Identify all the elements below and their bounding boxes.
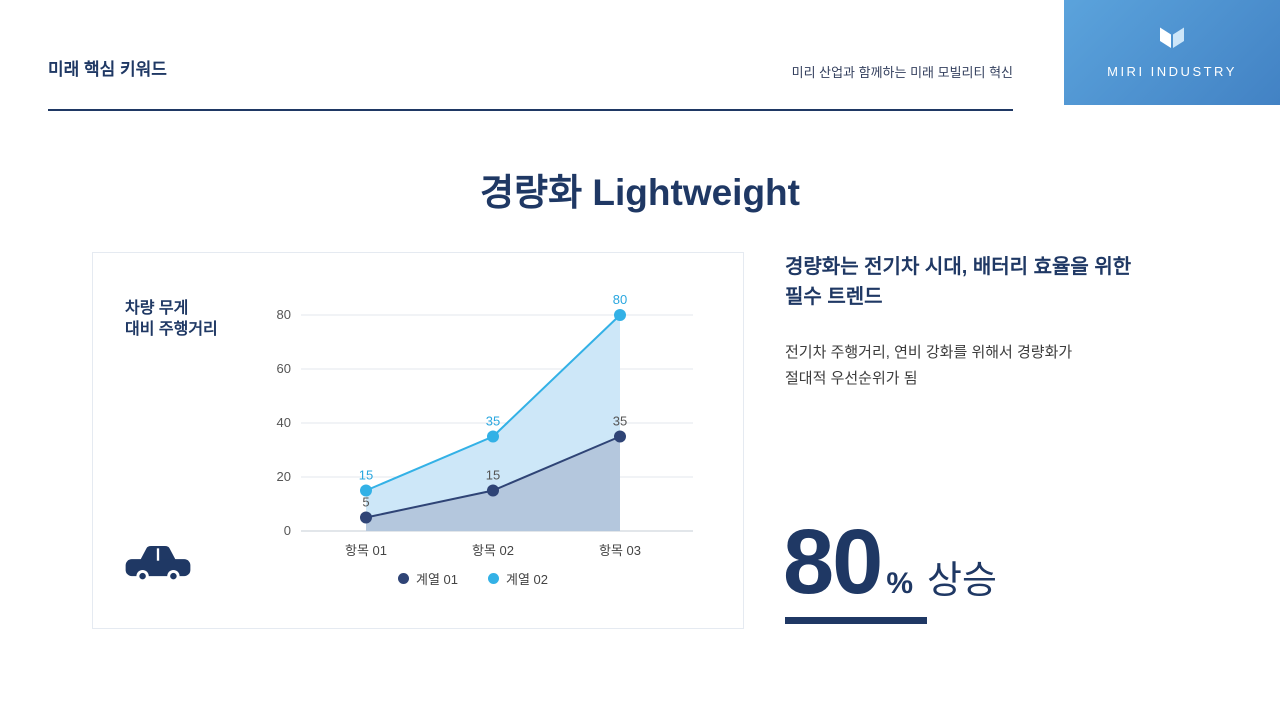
stat-value: 80 <box>783 511 883 613</box>
page-title: 경량화 Lightweight <box>480 172 800 213</box>
legend-item: 계열 02 <box>488 569 548 588</box>
data-point <box>487 430 499 443</box>
data-point <box>360 511 372 524</box>
header-divider <box>48 109 1013 111</box>
data-point-label: 15 <box>359 468 373 483</box>
stat-callout: 80 % 상승 <box>783 516 997 608</box>
data-point-label: 80 <box>613 292 627 307</box>
data-point <box>487 484 499 497</box>
legend-item: 계열 01 <box>398 569 458 588</box>
series-area <box>366 436 620 531</box>
data-point <box>614 309 626 321</box>
y-tick-label: 60 <box>277 361 291 376</box>
data-point-label: 35 <box>613 414 627 429</box>
insight-heading-line: 경량화는 전기차 시대, 배터리 효율을 위한 <box>785 256 1132 278</box>
chart-axis-label: 차량 무게 대비 주행거리 <box>125 298 218 340</box>
x-category-label: 항목 01 <box>345 543 387 558</box>
legend-dot-icon <box>488 573 499 584</box>
y-tick-label: 20 <box>277 469 291 484</box>
data-point <box>614 430 626 443</box>
x-category-label: 항목 02 <box>472 543 514 558</box>
insight-heading: 경량화는 전기차 시대, 배터리 효율을 위한 필수 트렌드 <box>785 252 1185 312</box>
x-category-label: 항목 03 <box>599 543 641 558</box>
brand-box: MIRI INDUSTRY <box>1064 0 1280 105</box>
y-tick-label: 80 <box>277 307 291 322</box>
y-tick-label: 0 <box>284 523 291 538</box>
header-kicker: 미래 핵심 키워드 <box>48 60 167 79</box>
data-point-label: 5 <box>362 495 369 510</box>
axis-label-line: 대비 주행거리 <box>125 321 218 338</box>
insight-heading-line: 필수 트렌드 <box>785 286 883 308</box>
y-tick-label: 40 <box>277 415 291 430</box>
insight-body-line: 절대적 우선순위가 됨 <box>785 370 918 387</box>
chart-legend: 계열 01 계열 02 <box>233 569 713 588</box>
insight-body-line: 전기차 주행거리, 연비 강화를 위해서 경량화가 <box>785 344 1073 361</box>
legend-dot-icon <box>398 573 409 584</box>
brand-name: MIRI INDUSTRY <box>1107 64 1237 79</box>
stat-suffix: 상승 <box>927 560 997 602</box>
right-column: 경량화는 전기차 시대, 배터리 효율을 위한 필수 트렌드 전기차 주행거리,… <box>785 252 1185 392</box>
stat-underline <box>785 617 927 624</box>
axis-label-line: 차량 무게 <box>125 300 189 317</box>
chart-card: 차량 무게 대비 주행거리 0 20 40 60 80 항목 01 항목 02 항목 03 15… <box>92 252 744 629</box>
stat-unit: % <box>886 567 914 600</box>
legend-label: 계열 01 <box>416 572 458 587</box>
insight-body: 전기차 주행거리, 연비 강화를 위해서 경량화가 절대적 우선순위가 됨 <box>785 340 1185 392</box>
data-point-label: 15 <box>486 468 500 483</box>
data-point-label: 35 <box>486 414 500 429</box>
line-chart: 0 20 40 60 80 항목 01 항목 02 항목 03 15 35 80 5 15 35 <box>277 292 693 558</box>
legend-label: 계열 02 <box>506 572 548 587</box>
brand-logo-icon <box>1157 26 1187 55</box>
header-tagline: 미리 산업과 함께하는 미래 모빌리티 혁신 <box>791 65 1013 80</box>
data-point <box>360 484 372 497</box>
car-icon <box>121 535 195 596</box>
